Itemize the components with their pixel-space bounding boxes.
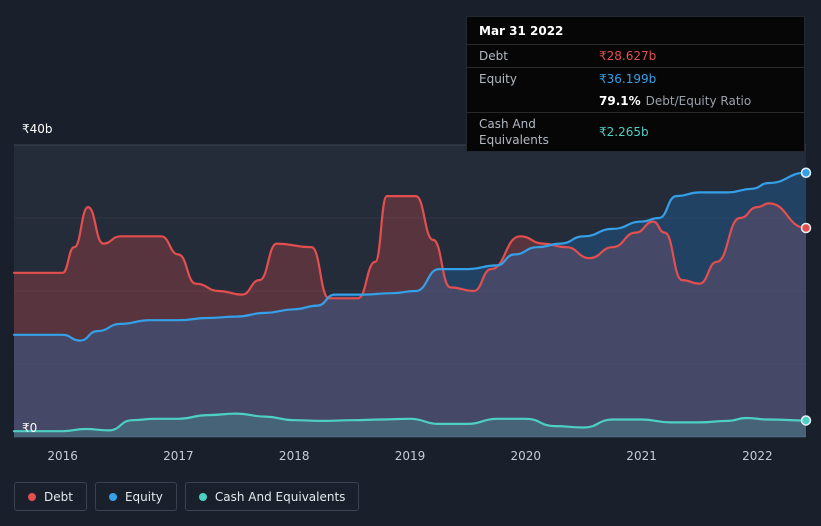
tooltip-cash-value: ₹2.265b [599, 125, 649, 139]
x-axis-label: 2017 [163, 449, 194, 463]
tooltip-ratio-row: 79.1% Debt/Equity Ratio [467, 90, 804, 112]
y-axis-label-top: ₹40b [22, 122, 53, 136]
equity-end-marker-icon [800, 167, 812, 178]
tooltip-ratio-value: 79.1% Debt/Equity Ratio [599, 93, 751, 109]
legend-item-equity[interactable]: Equity [94, 482, 177, 511]
cash-and-equivalents-end-marker-icon [800, 415, 812, 426]
x-axis-label: 2016 [47, 449, 78, 463]
tooltip-equity-label: Equity [479, 72, 517, 86]
legend-label-equity: Equity [124, 489, 163, 504]
tooltip-ratio-label: Debt/Equity Ratio [645, 94, 752, 108]
legend-label-cash: Cash And Equivalents [214, 489, 346, 504]
cash-dot-icon [198, 492, 207, 501]
legend-label-debt: Debt [44, 489, 73, 504]
x-axis-label: 2018 [278, 449, 310, 463]
chart-legend: Debt Equity Cash And Equivalents [14, 482, 360, 511]
legend-item-cash[interactable]: Cash And Equivalents [184, 482, 360, 511]
tooltip-equity-value: ₹36.199b [599, 72, 657, 86]
y-axis-label-bottom: ₹0 [22, 421, 38, 435]
x-axis-label: 2020 [510, 449, 542, 463]
tooltip-cash-row: Cash And Equivalents ₹2.265b [467, 112, 804, 151]
tooltip-cash-label: Cash And Equivalents [479, 117, 549, 147]
tooltip-ratio-number: 79.1% [599, 94, 641, 108]
legend-item-debt[interactable]: Debt [14, 482, 87, 511]
tooltip-equity-row: Equity ₹36.199b [467, 67, 804, 90]
equity-dot-icon [108, 492, 117, 501]
tooltip-debt-row: Debt ₹28.627b [467, 45, 804, 67]
tooltip-debt-label: Debt [479, 49, 508, 63]
chart-tooltip: Mar 31 2022 Debt ₹28.627b Equity ₹36.199… [466, 16, 805, 152]
x-axis-label: 2021 [626, 449, 657, 463]
debt-end-marker-icon [800, 222, 812, 234]
x-axis-label: 2019 [394, 449, 426, 463]
tooltip-date: Mar 31 2022 [467, 17, 804, 45]
debt-dot-icon [28, 492, 36, 501]
x-axis-label: 2022 [742, 449, 773, 463]
tooltip-debt-value: ₹28.627b [599, 49, 657, 63]
